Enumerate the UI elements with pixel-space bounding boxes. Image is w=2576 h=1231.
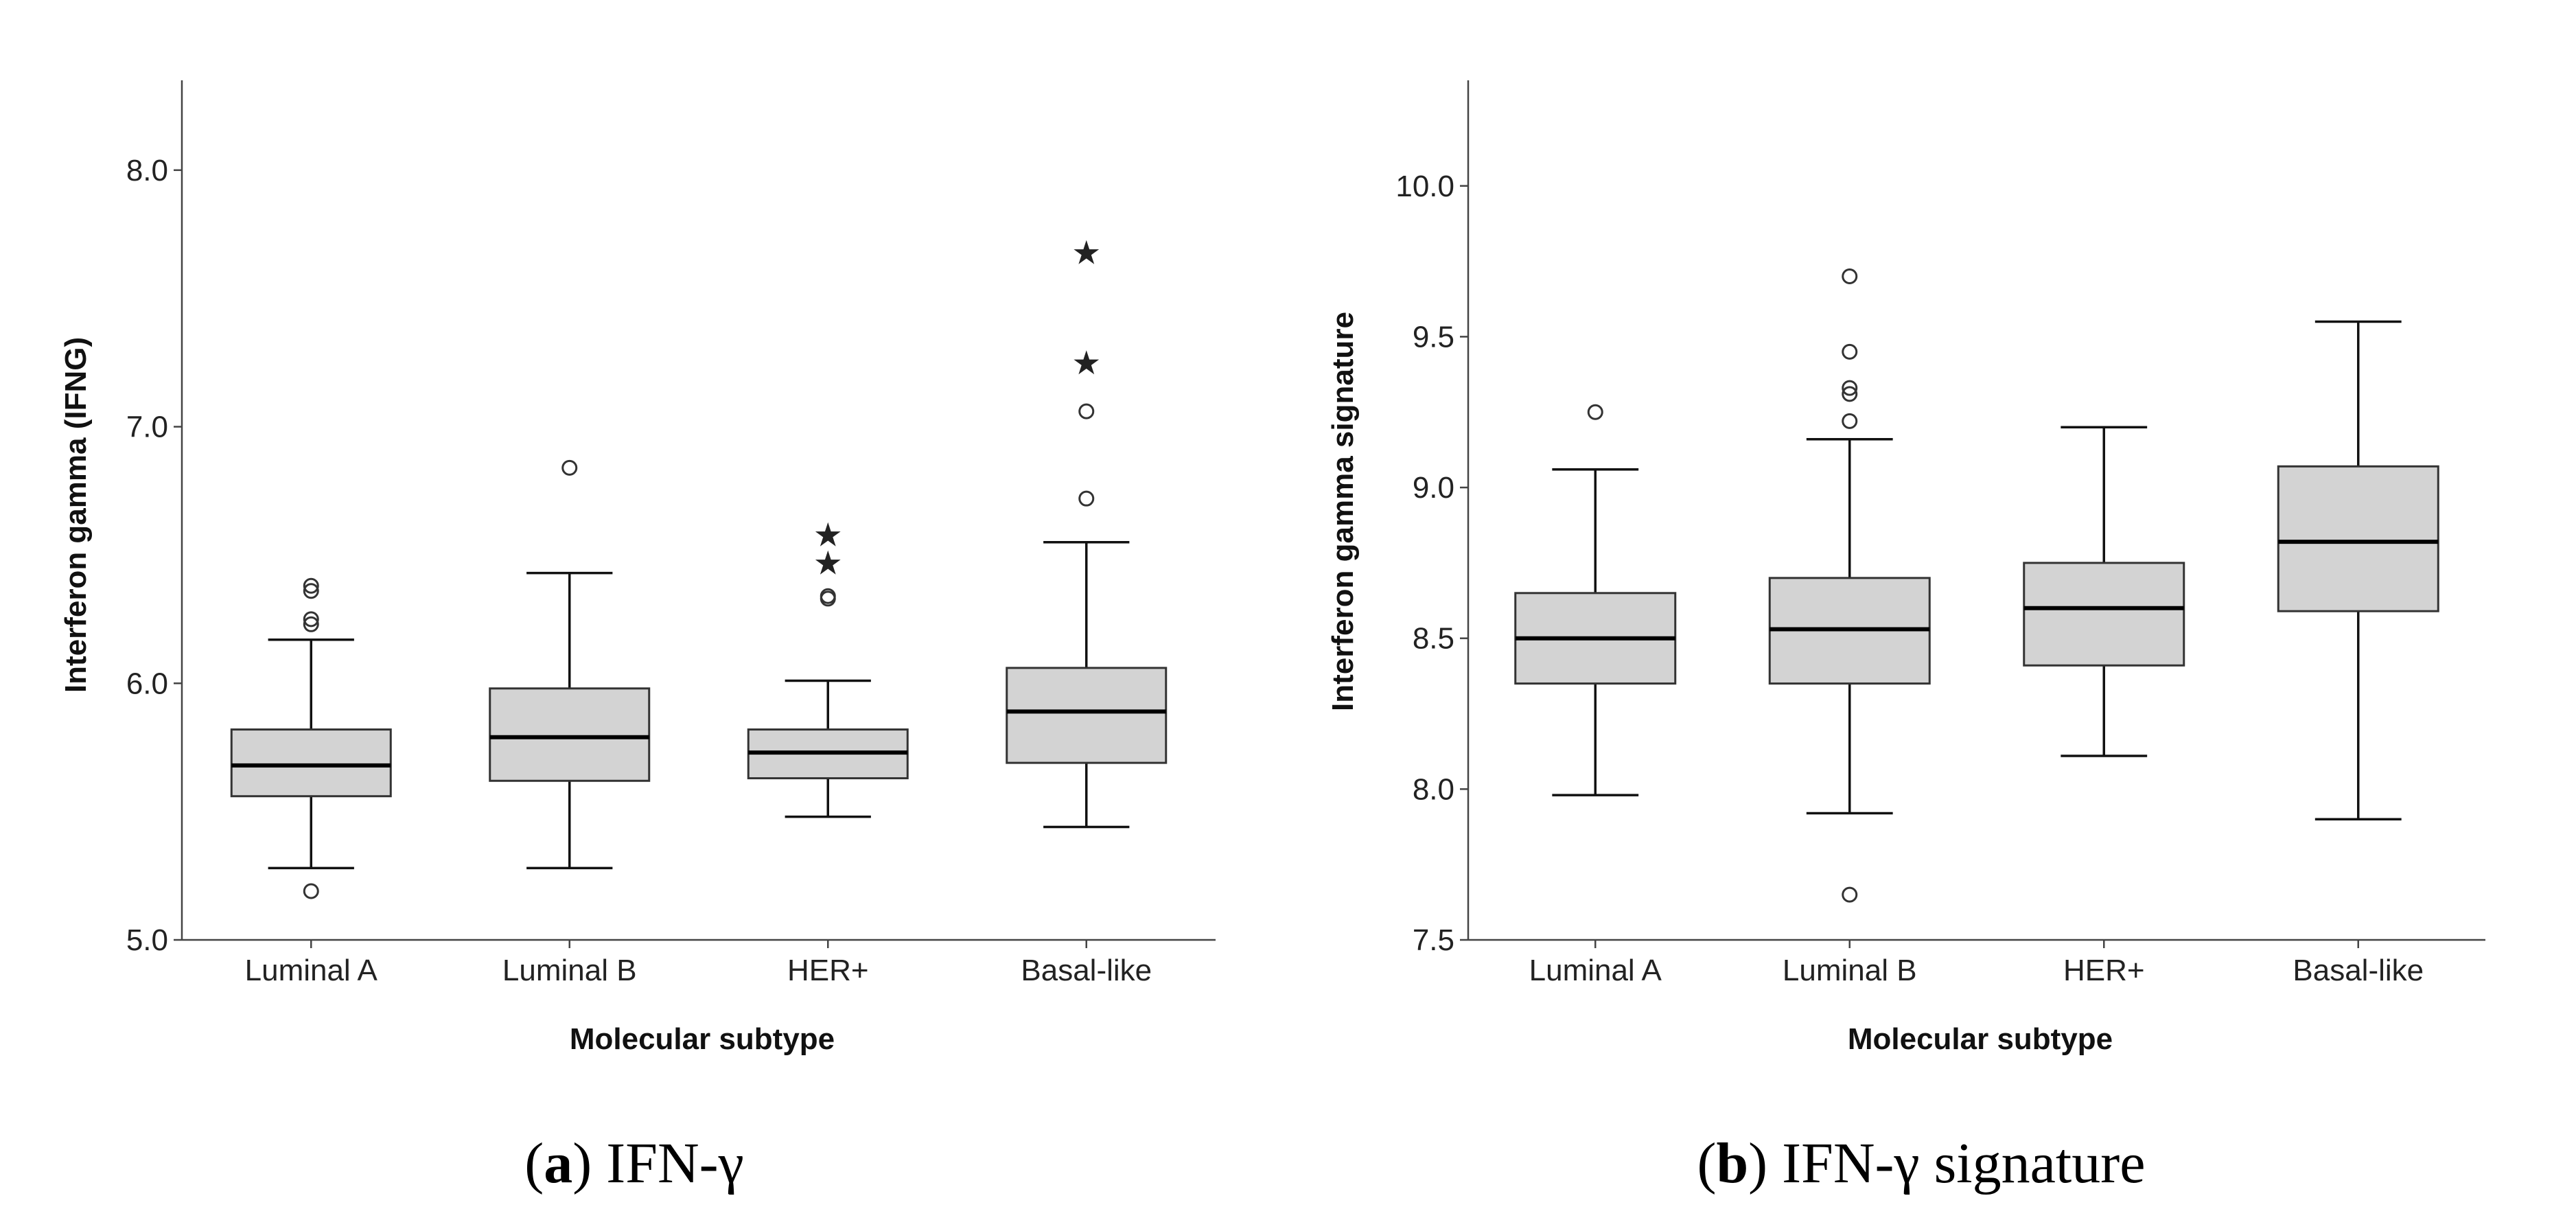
box-4: ★★: [1006, 235, 1168, 829]
outlier-point: [1587, 404, 1603, 420]
boxplot-chart-b: Interferon gamma signature Molecular sub…: [1326, 80, 2485, 1195]
y-tick-label: 8.0: [126, 154, 168, 187]
y-tick-label: 8.5: [1413, 622, 1454, 656]
outlier-point: [820, 588, 836, 604]
x-tick-label: Luminal A: [245, 954, 378, 987]
x-tick-label: Luminal B: [1783, 954, 1917, 987]
y-tick-label: 10.0: [1395, 170, 1454, 203]
panel-b: Interferon gamma signature Molecular sub…: [1288, 0, 2576, 1228]
box-2: [1768, 268, 1931, 903]
y-tick-label: 7.5: [1413, 923, 1454, 957]
outlier-point: [1842, 386, 1858, 402]
outlier-point: [303, 616, 319, 632]
y-tick-label: 8.0: [1413, 772, 1454, 806]
caption-letter: a: [544, 1131, 572, 1195]
y-tick-label: 6.0: [126, 667, 168, 700]
box-4: [2277, 320, 2439, 821]
outlier-point: [561, 459, 578, 476]
outlier-point: [1842, 413, 1858, 429]
outlier-point: [303, 577, 319, 594]
outlier-point: [303, 611, 319, 628]
caption-letter: b: [1716, 1131, 1748, 1195]
y-tick-label: 5.0: [126, 923, 168, 957]
box-1: [230, 577, 392, 899]
outlier-point: [1842, 380, 1858, 396]
box-1: [1514, 404, 1677, 796]
x-tick-label: Luminal A: [1529, 954, 1662, 987]
panel-a: Interferon gamma (IFNG) Molecular subtyp…: [0, 0, 1288, 1228]
extreme-point: ★: [1071, 235, 1101, 271]
figure-caption: (a) IFN-γ: [524, 1131, 743, 1195]
outlier-point: [1842, 268, 1858, 285]
outlier-point: [1078, 403, 1095, 419]
y-tick-label: 9.0: [1413, 471, 1454, 505]
iqr-box: [230, 728, 392, 798]
boxplot-chart-a: Interferon gamma (IFNG) Molecular subtyp…: [59, 80, 1216, 1195]
outlier-point: [303, 883, 319, 899]
caption-text: IFN-γ signature: [1782, 1131, 2145, 1195]
figure-caption: (b) IFN-γ signature: [1697, 1131, 2145, 1195]
outlier-point: [1078, 490, 1095, 507]
x-axis-title: Molecular subtype: [570, 1022, 835, 1056]
extreme-point: ★: [1071, 345, 1101, 382]
x-tick-label: HER+: [787, 954, 869, 987]
box-3: [2023, 426, 2185, 757]
outlier-point: [1842, 886, 1858, 903]
x-axis-title: Molecular subtype: [1848, 1022, 2113, 1056]
box-3: ★★: [747, 518, 909, 818]
x-tick-label: Basal-like: [1021, 954, 1152, 987]
iqr-box: [1006, 667, 1168, 764]
box-2: [489, 459, 651, 870]
x-tick-label: HER+: [2063, 954, 2145, 987]
outlier-point: [303, 583, 319, 599]
extreme-point: ★: [813, 546, 843, 582]
iqr-box: [2277, 465, 2439, 612]
x-tick-label: Luminal B: [502, 954, 637, 987]
outlier-point: [1842, 343, 1858, 360]
iqr-box: [489, 687, 651, 782]
y-axis-title: Interferon gamma (IFNG): [59, 337, 93, 693]
y-tick-label: 9.5: [1413, 320, 1454, 354]
caption-text: IFN-γ: [606, 1131, 743, 1195]
y-axis-title: Interferon gamma signature: [1326, 312, 1360, 711]
extreme-point: ★: [813, 518, 843, 554]
y-tick-label: 7.0: [126, 411, 168, 444]
x-tick-label: Basal-like: [2293, 954, 2424, 987]
iqr-box: [2023, 562, 2185, 667]
